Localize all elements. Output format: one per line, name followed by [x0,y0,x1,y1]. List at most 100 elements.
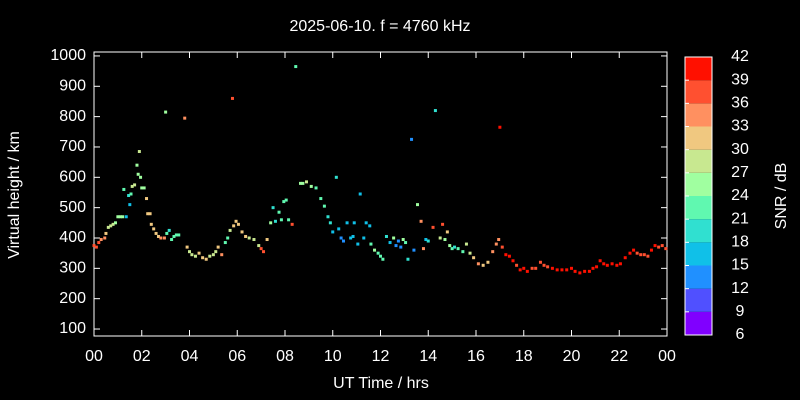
point [530,266,534,270]
point [337,227,341,231]
point [481,263,485,267]
point [164,110,168,114]
colorbar-tick-label: 6 [736,326,745,343]
x-tick-label: 16 [467,348,485,365]
point [642,253,646,257]
point [252,238,256,242]
point [232,224,236,228]
point [595,265,599,269]
y-tick-label: 400 [59,229,86,246]
point [301,181,305,185]
point [216,245,220,249]
plot-frame [93,51,668,337]
point [388,241,392,245]
point [394,244,398,248]
colorbar-swatch [685,311,712,335]
point [649,248,653,252]
point [197,251,201,255]
point [287,218,291,222]
point [314,186,318,190]
point [472,256,476,260]
point [211,253,215,257]
point [234,219,238,223]
point [257,244,261,248]
point [461,250,465,254]
point [433,109,437,113]
point [443,238,447,242]
colorbar-swatch [685,196,712,220]
point [664,247,668,251]
point [555,268,559,272]
x-tick-label: 10 [324,348,342,365]
colorbar-tick-label: 39 [731,71,749,88]
point [538,260,542,264]
point [142,186,146,190]
point [421,247,425,251]
point [392,236,396,240]
point [262,250,266,254]
y-tick-label: 500 [59,199,86,216]
point [159,236,163,240]
point [118,215,122,219]
colorbar-swatch [685,103,712,127]
point [136,172,140,176]
x-axis-label: UT Time / hrs [333,375,429,392]
point [511,259,515,263]
point [172,234,176,238]
point [424,238,428,242]
point [486,260,490,264]
point [309,184,313,188]
point [277,210,281,214]
point [294,65,298,69]
point [358,192,362,196]
point [156,234,160,238]
point [565,268,569,272]
point [456,247,460,251]
point [412,248,416,252]
point [500,245,504,249]
colorbar-swatch [685,219,712,243]
point [438,236,442,240]
point [334,175,338,179]
point [498,125,502,129]
colorbar-swatch [685,80,712,104]
point [660,244,664,248]
point [578,271,582,275]
colorbar-tick-label: 42 [731,48,749,65]
point [328,221,332,225]
point [299,181,303,185]
point [515,263,519,267]
y-tick-label: 700 [59,138,86,155]
colorbar-tick-label: 18 [731,234,749,251]
point [476,262,480,266]
point [220,253,224,257]
point [364,221,368,225]
point [550,266,554,270]
point [448,244,452,248]
point [124,215,128,219]
point [628,251,632,255]
point [111,222,115,226]
colorbar-swatch [685,126,712,150]
point [290,222,294,226]
point [208,254,212,258]
point [109,224,113,228]
point [632,248,636,252]
point [99,238,103,242]
x-tick-label: 02 [133,348,151,365]
colorbar-swatch [685,265,712,289]
point [542,263,546,267]
colorbar-tick-label: 15 [731,257,749,274]
point [396,239,400,243]
point [226,236,230,240]
point [230,96,234,100]
colorbar-label: SNR / dB [773,163,790,230]
point [113,221,117,225]
point [404,241,408,245]
point [339,236,343,240]
colorbar-tick-label: 27 [731,164,749,181]
point [106,225,110,229]
point [104,231,108,235]
point [331,230,335,234]
x-tick-label: 00 [658,348,676,365]
